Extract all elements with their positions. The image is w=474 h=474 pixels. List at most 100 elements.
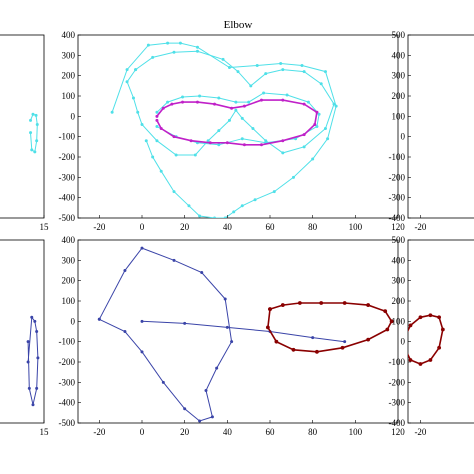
data-point — [234, 100, 238, 104]
series-line — [408, 314, 444, 365]
axes-frame — [0, 34, 45, 219]
data-point — [302, 70, 306, 74]
data-point — [302, 102, 306, 106]
data-point — [155, 110, 159, 114]
data-point — [170, 102, 174, 106]
y-tick-label: 100 — [392, 316, 406, 326]
data-point — [144, 139, 148, 143]
data-point — [408, 323, 413, 328]
x-tick-label: -20 — [93, 222, 105, 232]
data-point — [418, 362, 423, 366]
y-tick-label: 500 — [392, 30, 406, 40]
data-point — [195, 45, 199, 49]
axes-frame — [77, 34, 399, 219]
series-navy — [140, 319, 347, 344]
y-tick-label: 500 — [392, 235, 406, 245]
series-line — [98, 247, 233, 422]
data-point — [437, 315, 442, 320]
y-tick-label: 300 — [392, 71, 406, 81]
data-point — [215, 366, 219, 370]
data-point — [264, 72, 268, 76]
data-point — [227, 66, 231, 70]
data-point — [146, 43, 150, 47]
data-point — [206, 139, 210, 143]
data-point — [230, 340, 234, 344]
data-point — [223, 297, 227, 301]
data-point — [234, 108, 238, 112]
axes-frame — [0, 239, 45, 424]
y-tick-label: -400 — [59, 398, 76, 408]
data-point — [26, 360, 30, 364]
data-point — [30, 148, 34, 152]
data-point — [418, 315, 423, 320]
data-point — [198, 419, 202, 423]
data-point — [279, 61, 283, 65]
data-point — [31, 403, 35, 407]
y-tick-label: -300 — [389, 193, 406, 203]
y-tick-label: -100 — [389, 357, 406, 367]
data-point — [342, 301, 347, 305]
data-point — [213, 102, 217, 106]
data-point — [33, 319, 37, 323]
x-tick-label: -20 — [93, 427, 105, 437]
y-tick-label: 400 — [62, 235, 76, 245]
data-point — [236, 70, 240, 74]
y-tick-label: -500 — [59, 418, 76, 428]
y-tick-label: -200 — [59, 357, 76, 367]
x-tick-label: -20 — [414, 222, 426, 232]
data-point — [140, 319, 144, 323]
data-point — [249, 84, 253, 88]
panel-bottom-right: 500 400 300 200 100 0 -100 -200 -300 -400 -20 — [389, 235, 474, 437]
data-point — [268, 307, 272, 312]
data-point — [302, 145, 306, 149]
data-point — [34, 113, 38, 117]
y-tick-label: 200 — [392, 91, 406, 101]
x-tick-label: 20 — [180, 427, 190, 437]
y-tick-label: -400 — [59, 193, 76, 203]
data-point — [181, 95, 185, 99]
y-tick-label: 0 — [401, 337, 406, 347]
y-tick-label: 400 — [62, 30, 76, 40]
data-point — [240, 116, 244, 120]
chart-title: Elbow — [224, 19, 253, 31]
data-point — [311, 157, 315, 161]
y-tick-label: -300 — [59, 172, 76, 182]
data-point — [159, 169, 163, 173]
x-tick-label: 120 — [391, 222, 405, 232]
data-point — [326, 137, 330, 141]
data-point — [140, 122, 144, 126]
data-point — [213, 216, 217, 218]
data-point — [161, 106, 165, 110]
data-point — [208, 141, 212, 145]
x-tick-label: 80 — [308, 427, 318, 437]
data-point — [35, 330, 39, 333]
data-point — [302, 133, 306, 137]
y-tick-label: -300 — [59, 377, 76, 387]
data-point — [140, 350, 144, 354]
data-point — [428, 313, 433, 318]
x-tick-label: -20 — [414, 427, 426, 437]
panel-top-right: 500 400 300 200 100 0 -100 -200 -300 -400 -20 — [389, 30, 474, 232]
data-point — [125, 68, 129, 72]
data-point — [385, 327, 390, 332]
series-line — [111, 42, 337, 218]
data-point — [247, 100, 251, 104]
y-tick-label: 200 — [392, 296, 406, 306]
data-point — [313, 122, 317, 126]
data-point — [389, 319, 394, 324]
x-tick-label: 60 — [266, 222, 276, 232]
data-point — [242, 143, 246, 147]
data-point — [161, 380, 165, 384]
x-tick-label: 40 — [223, 427, 233, 437]
axes-frame — [77, 239, 399, 424]
data-point — [297, 301, 302, 305]
data-point — [300, 64, 304, 67]
y-tick-label: 0 — [71, 111, 76, 121]
y-tick-label: 200 — [62, 71, 76, 81]
data-point — [217, 129, 221, 133]
data-point — [291, 347, 296, 352]
data-point — [193, 153, 197, 157]
